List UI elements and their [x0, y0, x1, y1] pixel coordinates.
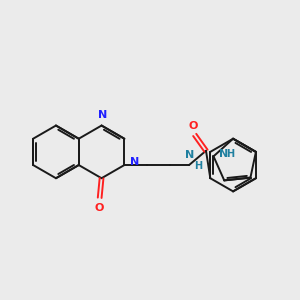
- Text: H: H: [194, 161, 202, 171]
- Text: O: O: [188, 121, 198, 131]
- Text: O: O: [95, 203, 104, 213]
- Text: N: N: [98, 110, 107, 120]
- Text: H: H: [226, 149, 234, 160]
- Text: N: N: [185, 150, 194, 160]
- Text: N: N: [130, 158, 139, 167]
- Text: N: N: [219, 149, 228, 160]
